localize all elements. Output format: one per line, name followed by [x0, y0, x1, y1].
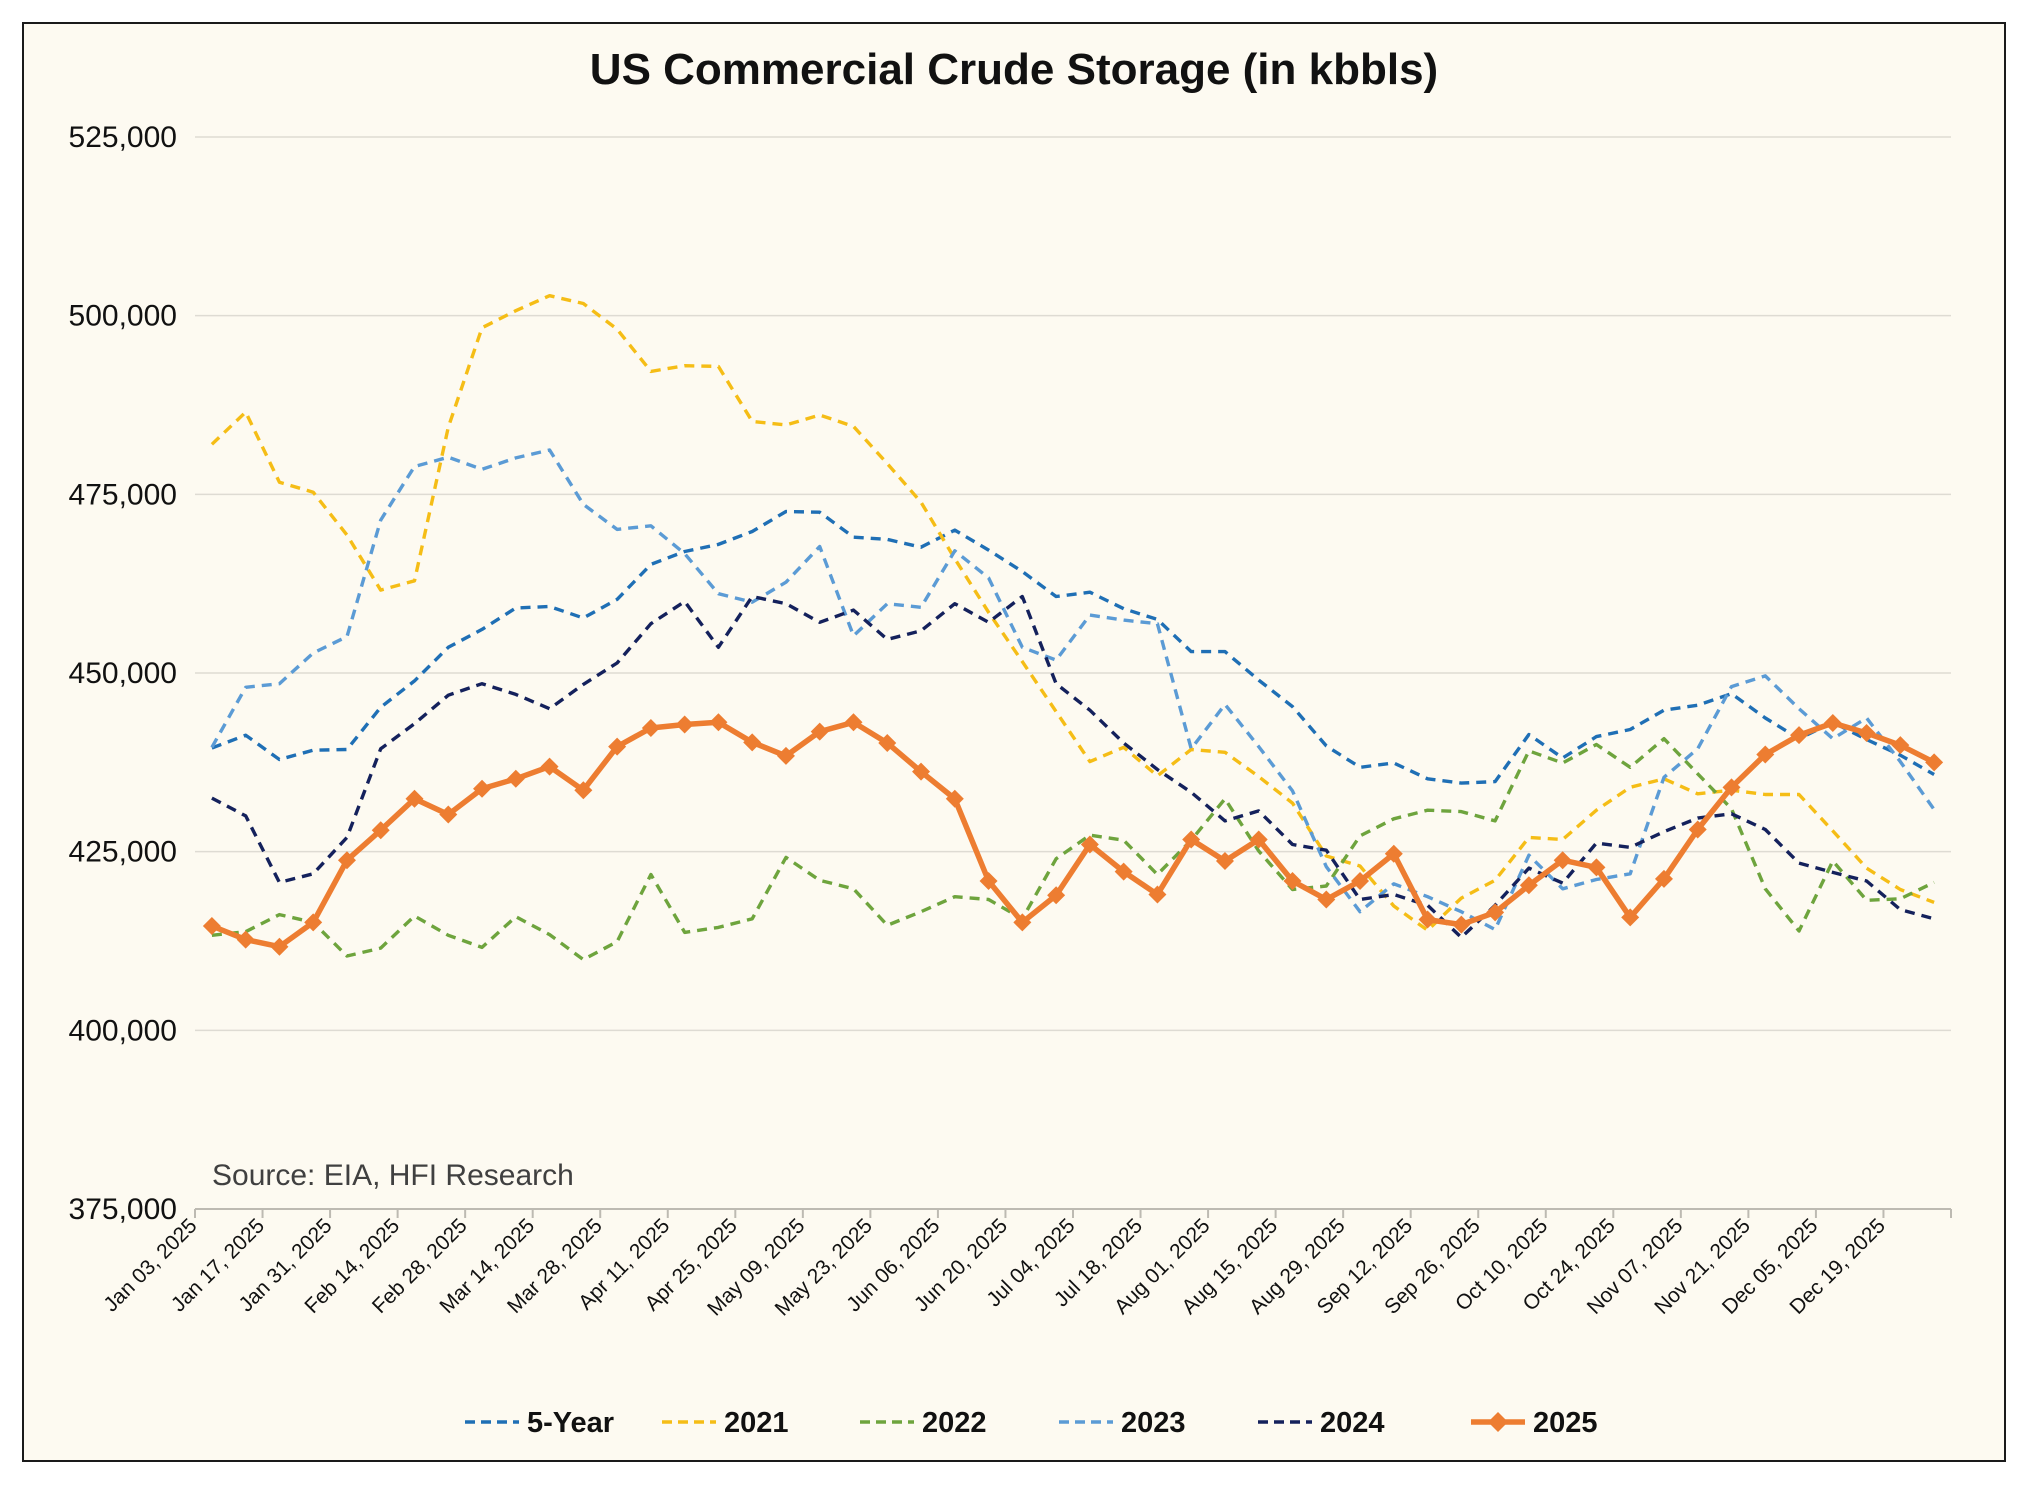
data-point	[1384, 844, 1403, 863]
data-point	[1790, 726, 1809, 745]
legend: 5-Year 2021 2022 2023 2024 2025	[465, 1407, 1598, 1439]
legend-label: 2021	[724, 1407, 789, 1439]
data-point	[236, 930, 255, 949]
series-2021	[210, 294, 1935, 932]
y-axis: 375,000 400,000 425,000 450,000 475,000 500,0…	[69, 121, 177, 1226]
series-2024	[211, 594, 1935, 940]
data-point	[608, 737, 627, 756]
legend-item-2021: 2021	[662, 1407, 789, 1439]
y-tick-label: 500,000	[69, 300, 177, 333]
data-point	[1182, 830, 1201, 849]
data-point	[1080, 835, 1099, 854]
data-point	[1756, 745, 1775, 764]
legend-label: 2023	[1121, 1407, 1186, 1439]
data-point	[371, 821, 390, 840]
y-tick-label: 475,000	[69, 478, 177, 511]
data-point	[776, 746, 795, 765]
source-note: Source: EIA, HFI Research	[212, 1159, 574, 1192]
data-point	[1047, 886, 1066, 905]
legend-item-2022: 2022	[860, 1407, 987, 1439]
data-point	[270, 937, 289, 956]
chart-frame: US Commercial Crude Storage (in kbbls) 3…	[22, 22, 2006, 1462]
data-point	[912, 762, 931, 781]
series-line	[211, 737, 1935, 962]
series-5-year	[211, 509, 1935, 785]
data-point	[1317, 890, 1336, 909]
y-tick-label: 425,000	[69, 836, 177, 869]
data-point	[878, 734, 897, 753]
data-point	[1857, 724, 1876, 743]
data-point	[202, 916, 221, 935]
data-point	[1519, 876, 1538, 895]
series-line	[211, 509, 1935, 785]
data-point	[1587, 858, 1606, 877]
series-line	[210, 448, 1936, 932]
series-line	[210, 719, 1936, 950]
line-chart: US Commercial Crude Storage (in kbbls) 3…	[69, 45, 1952, 1439]
gridlines	[195, 136, 1951, 1032]
data-point	[473, 779, 492, 798]
data-point	[506, 769, 525, 788]
data-point	[540, 757, 559, 776]
legend-label: 2024	[1320, 1407, 1385, 1439]
data-point	[1351, 871, 1370, 890]
y-tick-label: 525,000	[69, 121, 177, 154]
data-point	[1249, 830, 1268, 849]
data-point	[1215, 851, 1234, 870]
data-point	[1925, 753, 1944, 772]
series-line	[210, 294, 1935, 932]
data-point	[1722, 778, 1741, 797]
data-point	[945, 789, 964, 808]
legend-label: 2025	[1533, 1407, 1598, 1439]
data-point	[1418, 910, 1437, 929]
data-point	[675, 715, 694, 734]
data-point	[337, 851, 356, 870]
data-point	[1553, 851, 1572, 870]
data-point	[1486, 903, 1505, 922]
data-point	[709, 713, 728, 732]
data-point	[439, 805, 458, 824]
data-point	[1688, 820, 1707, 839]
data-point	[1654, 869, 1673, 888]
legend-label: 2022	[922, 1407, 987, 1439]
series-line	[211, 594, 1935, 940]
data-point	[844, 713, 863, 732]
legend-item-5-year: 5-Year	[465, 1407, 614, 1439]
data-point	[1891, 736, 1910, 755]
data-point	[1621, 908, 1640, 927]
chart-title: US Commercial Crude Storage (in kbbls)	[590, 45, 1438, 94]
series-2023	[210, 448, 1936, 932]
y-tick-label: 400,000	[69, 1014, 177, 1047]
data-point	[810, 722, 829, 741]
legend-label: 5-Year	[527, 1407, 614, 1439]
data-point	[574, 781, 593, 800]
data-point	[641, 719, 660, 738]
data-point	[1283, 871, 1302, 890]
legend-item-2023: 2023	[1059, 1407, 1186, 1439]
y-tick-label: 375,000	[69, 1193, 177, 1226]
legend-item-2025: 2025	[1471, 1407, 1598, 1439]
data-point	[1823, 714, 1842, 733]
data-point	[1148, 885, 1167, 904]
legend-marker	[1488, 1412, 1508, 1432]
data-point	[979, 871, 998, 890]
data-point	[1114, 862, 1133, 881]
series-2025	[202, 713, 1944, 956]
y-tick-label: 450,000	[69, 657, 177, 690]
series-2022	[211, 737, 1935, 962]
data-point	[743, 733, 762, 752]
legend-item-2024: 2024	[1258, 1407, 1385, 1439]
data-point	[1013, 913, 1032, 932]
data-point	[304, 913, 323, 932]
data-point	[1452, 915, 1471, 934]
data-point	[405, 789, 424, 808]
series-layer	[202, 294, 1944, 962]
